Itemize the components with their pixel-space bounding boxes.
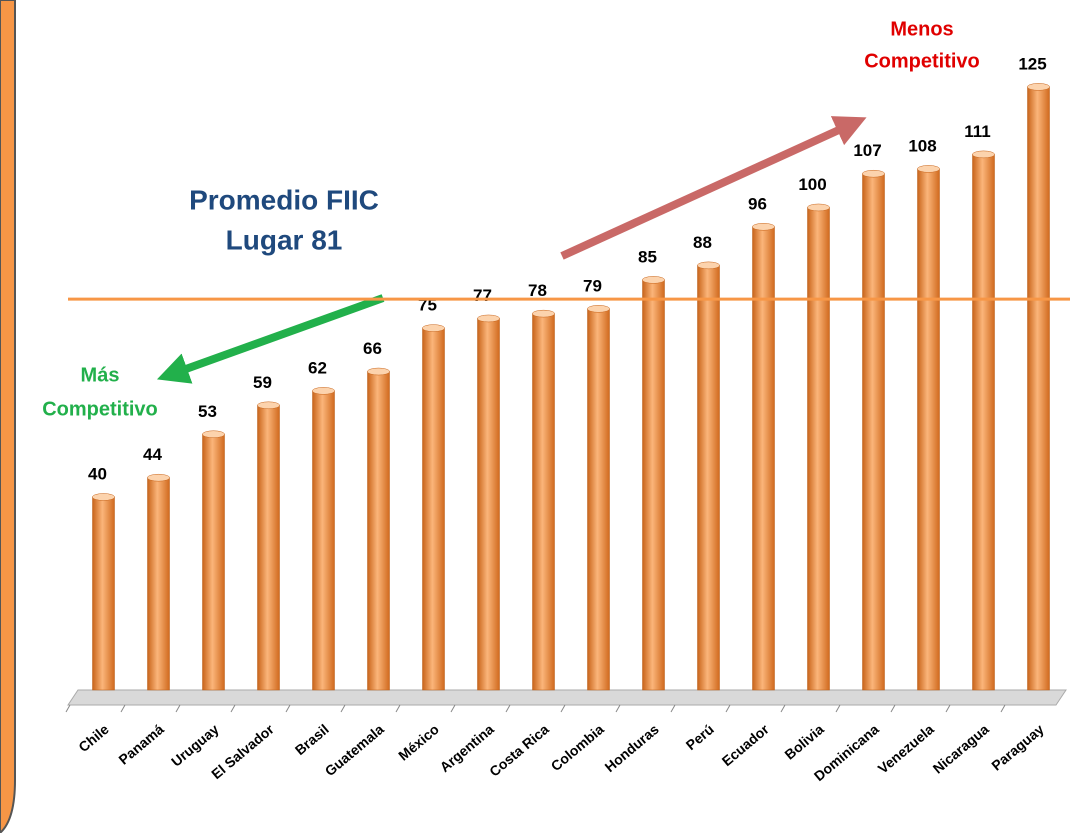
- value-label: 88: [693, 233, 712, 252]
- value-label: 108: [908, 136, 936, 155]
- value-label: 77: [473, 286, 492, 305]
- bar: [477, 318, 500, 691]
- bar: [917, 168, 940, 691]
- x-tick-label: Venezuela: [875, 721, 937, 777]
- tick-mark: [670, 704, 676, 713]
- bar-top: [862, 169, 885, 178]
- tick-mark: [395, 704, 401, 713]
- x-tick-label: Paraguay: [988, 721, 1047, 774]
- value-label: 85: [638, 247, 657, 266]
- tick-mark: [505, 704, 511, 713]
- x-tick-label: Perú: [683, 721, 717, 753]
- bar: [862, 173, 885, 691]
- bar-top: [312, 387, 335, 395]
- tick-mark: [615, 704, 621, 713]
- bar-top: [532, 309, 555, 318]
- arrow-least: [560, 116, 867, 260]
- bar: [1027, 86, 1050, 691]
- bar: [147, 477, 170, 691]
- value-label: 62: [308, 358, 327, 377]
- tick-mark: [65, 704, 71, 713]
- bar: [532, 313, 555, 691]
- least-label: Competitivo: [864, 50, 980, 72]
- tick-mark: [285, 704, 291, 713]
- value-label: 79: [583, 276, 602, 295]
- bar: [257, 405, 280, 691]
- x-tick-label: Bolivia: [781, 721, 827, 763]
- value-label: 96: [748, 194, 767, 213]
- bar: [587, 308, 610, 691]
- value-label: 100: [798, 175, 826, 194]
- x-tick-label: Costa Rica: [486, 721, 552, 780]
- bar-top: [972, 150, 995, 159]
- value-label: 66: [363, 339, 382, 358]
- x-tick-label: Panamá: [115, 721, 167, 768]
- bar-top: [92, 493, 115, 501]
- side-panel: [0, 0, 16, 833]
- tick-mark: [450, 704, 456, 713]
- value-label: 53: [198, 402, 217, 421]
- tick-mark: [890, 704, 896, 713]
- x-tick-label: Honduras: [601, 721, 662, 775]
- bar-top: [917, 165, 940, 173]
- bar-top: [477, 314, 500, 323]
- bar: [422, 327, 445, 691]
- bar: [367, 371, 390, 691]
- bar-top: [697, 261, 720, 270]
- value-label: 40: [88, 464, 107, 483]
- bar-top: [422, 324, 445, 332]
- bar: [752, 226, 775, 691]
- bar-top: [1027, 83, 1050, 91]
- average-title: Promedio FIIC: [189, 184, 379, 215]
- x-tick-label: Uruguay: [168, 721, 222, 770]
- bar-top: [642, 276, 665, 284]
- least-label: Menos: [890, 18, 953, 40]
- bar: [642, 279, 665, 691]
- tick-mark: [835, 704, 841, 713]
- tick-mark: [230, 704, 236, 713]
- bar-top: [807, 203, 830, 212]
- tick-mark: [1000, 704, 1006, 713]
- value-label: 44: [143, 445, 162, 464]
- x-tick-label: Ecuador: [719, 721, 773, 770]
- value-label: 111: [964, 122, 991, 141]
- bar: [312, 390, 335, 691]
- bar-top: [257, 401, 280, 410]
- x-tick-label: Nicaragua: [930, 721, 992, 777]
- bar-top: [752, 223, 775, 231]
- bar-top: [587, 305, 610, 313]
- floor: [67, 689, 1067, 706]
- bar: [972, 154, 995, 691]
- value-label: 59: [253, 373, 272, 392]
- bar: [92, 496, 115, 691]
- tick-mark: [175, 704, 181, 713]
- bar-top: [367, 367, 390, 376]
- tick-mark: [780, 704, 786, 713]
- tick-mark: [945, 704, 951, 713]
- x-tick-label: Chile: [75, 721, 112, 755]
- arrow-most: [156, 294, 385, 384]
- tick-mark: [725, 704, 731, 713]
- tick-mark: [120, 704, 126, 713]
- x-tick-label: Guatemala: [322, 721, 387, 779]
- most-label: Más: [81, 364, 120, 386]
- x-tick-label: Brasil: [292, 721, 332, 758]
- bar: [807, 207, 830, 691]
- bar-top: [202, 430, 225, 439]
- bar: [202, 434, 225, 691]
- bar-top: [147, 473, 170, 482]
- value-label: 78: [528, 281, 547, 300]
- value-label: 107: [853, 141, 881, 160]
- tick-mark: [340, 704, 346, 713]
- x-tick-label: Colombia: [548, 721, 607, 774]
- average-label: Lugar 81: [226, 224, 343, 255]
- x-tick-label: México: [395, 721, 442, 764]
- bar: [697, 265, 720, 691]
- most-label: Competitivo: [42, 398, 158, 420]
- value-label: 125: [1018, 54, 1046, 73]
- tick-mark: [560, 704, 566, 713]
